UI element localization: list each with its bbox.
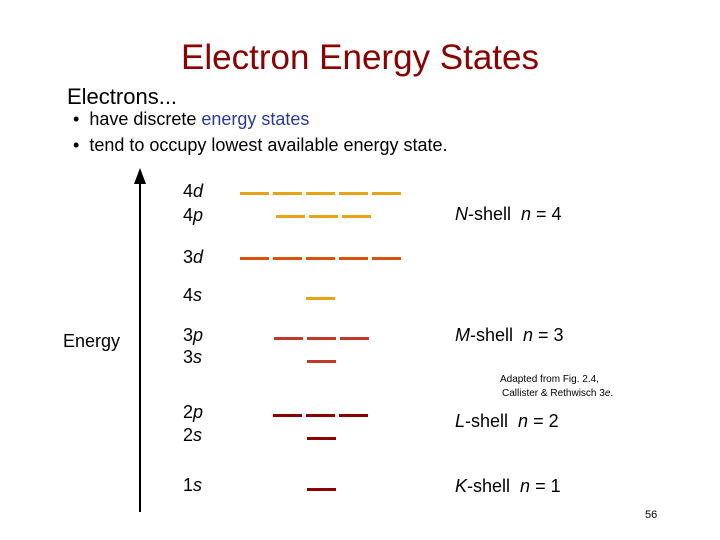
orbital-label: 4s xyxy=(183,286,202,304)
shell-label: M-shell n = 3 xyxy=(455,326,564,344)
var: n xyxy=(518,411,529,431)
orbital-label: 2p xyxy=(183,403,203,421)
note: Callister & Rethwisch 3e. xyxy=(502,389,613,399)
energy-dash xyxy=(273,414,302,417)
energy-dash xyxy=(339,414,368,417)
letter: M xyxy=(455,325,470,345)
bullet: • tend to occupy lowest available energy… xyxy=(73,135,448,155)
n: 4 xyxy=(183,285,194,305)
n: 4 xyxy=(183,181,194,201)
letter: L xyxy=(455,411,466,431)
energy-dash xyxy=(306,414,335,417)
energy-dash xyxy=(309,215,338,218)
n: 1 xyxy=(183,475,194,495)
n: 2 xyxy=(183,402,194,422)
n: 3 xyxy=(183,247,194,267)
axis-label: Energy xyxy=(63,331,121,351)
orbital-label: 3p xyxy=(183,326,203,344)
suffix: -shell xyxy=(468,204,512,224)
energy-dash xyxy=(306,192,335,195)
l: s xyxy=(193,347,203,367)
letter: N xyxy=(455,204,468,224)
energy-dash xyxy=(372,192,401,195)
energy-dash xyxy=(339,257,368,260)
orbital-label: 3s xyxy=(183,348,202,366)
bullet: • have discrete energy states xyxy=(73,109,310,129)
l: p xyxy=(193,205,204,225)
bullet-text: tend to occupy lowest available energy s… xyxy=(89,135,448,155)
eq: = 4 xyxy=(531,204,562,224)
note-text: e xyxy=(604,388,611,399)
orbital-label: 1s xyxy=(183,476,202,494)
orbital-label: 4p xyxy=(183,206,203,224)
orbital-label: 2s xyxy=(183,426,202,444)
energy-dash xyxy=(342,215,371,218)
energy-dash xyxy=(306,297,335,300)
l: d xyxy=(193,247,204,267)
shell-label: N-shell n = 4 xyxy=(455,205,562,223)
title: Electron Energy States xyxy=(181,38,539,77)
n: 3 xyxy=(183,347,194,367)
eq: = 3 xyxy=(533,325,564,345)
energy-dash xyxy=(273,257,302,260)
note-text: 3 xyxy=(599,388,605,399)
l: s xyxy=(193,425,203,445)
energy-dash xyxy=(340,337,369,340)
energy-dash xyxy=(307,360,336,363)
energy-dash xyxy=(372,257,401,260)
l: p xyxy=(193,325,204,345)
note-text: . xyxy=(610,388,614,399)
shell-label: K-shell n = 1 xyxy=(455,477,561,495)
orbital-label: 3d xyxy=(183,248,203,266)
energy-dash xyxy=(274,337,303,340)
l: s xyxy=(193,285,203,305)
energy-dash xyxy=(307,437,336,440)
energy-dash xyxy=(240,192,269,195)
n: 4 xyxy=(183,205,194,225)
bullet-highlight: energy states xyxy=(201,109,310,129)
bullet-text: have discrete xyxy=(89,109,202,129)
n: 3 xyxy=(183,325,194,345)
energy-dash xyxy=(276,215,305,218)
energy-dash xyxy=(306,257,335,260)
letter: K xyxy=(455,476,468,496)
var: n xyxy=(521,204,532,224)
energy-dash xyxy=(307,488,336,491)
note-text: Callister & Rethwisch xyxy=(502,388,600,399)
shell-label: L-shell n = 2 xyxy=(455,412,559,430)
orbital-label: 4d xyxy=(183,182,203,200)
energy-dash xyxy=(240,257,269,260)
l: d xyxy=(193,181,204,201)
energy-dash xyxy=(307,337,336,340)
l: p xyxy=(193,402,204,422)
var: n xyxy=(520,476,531,496)
page-number: 56 xyxy=(645,509,658,521)
eq: = 2 xyxy=(528,411,559,431)
suffix: -shell xyxy=(470,325,514,345)
intro: Electrons... xyxy=(67,84,178,109)
n: 2 xyxy=(183,425,194,445)
suffix: -shell xyxy=(465,411,509,431)
note: Adapted from Fig. 2.4, xyxy=(500,374,599,385)
suffix: -shell xyxy=(467,476,511,496)
energy-dash xyxy=(339,192,368,195)
eq: = 1 xyxy=(530,476,561,496)
l: s xyxy=(193,475,203,495)
var: n xyxy=(523,325,534,345)
energy-dash xyxy=(273,192,302,195)
